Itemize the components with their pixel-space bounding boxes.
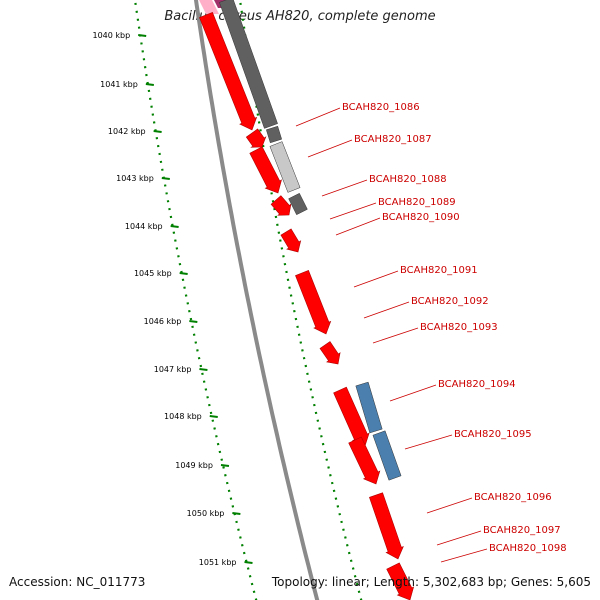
gene-leader-line [363,301,410,319]
cds-arrow [386,562,415,600]
gene-label: BCAH820_1092 [411,296,489,307]
gene-block-dark [219,0,278,129]
gene-leader-line [404,434,453,450]
ruler-label: 1047 kbp [154,365,192,374]
ruler-tick [209,415,218,418]
ruler-tick [138,34,147,37]
ruler-label: 1041 kbp [100,80,138,89]
feature-pink [199,0,219,14]
gene-leader-line [329,202,377,220]
ruler-label: 1049 kbp [175,461,213,470]
gene-leader-line [372,327,419,344]
gene-label: BCAH820_1091 [400,265,478,276]
gene-label: BCAH820_1095 [454,429,532,440]
ruler-label: 1050 kbp [187,509,225,518]
cds-arrow [295,270,332,335]
ruler-tick [153,130,162,133]
ruler-tick [161,177,170,180]
gene-leader-line [353,270,399,288]
gene-leader-line [436,530,482,546]
ruler-label: 1046 kbp [144,317,182,326]
ruler-label: 1048 kbp [164,412,202,421]
gene-label: BCAH820_1087 [354,134,432,145]
gene-leader-line [307,139,353,158]
ruler-tick [199,368,208,371]
ruler-tick [220,464,230,467]
gene-leader-line [389,384,437,402]
gene-label: BCAH820_1086 [342,102,420,113]
gene-block-blue [372,430,402,481]
ruler-label: 1051 kbp [199,558,237,567]
ruler-tick [170,225,179,228]
gene-leader-line [426,497,473,514]
ruler-label: 1040 kbp [92,31,130,40]
ruler-tick [145,83,154,86]
gene-block-dark [288,192,308,216]
gene-label: BCAH820_1098 [489,543,567,554]
gene-leader-line [321,179,368,197]
cds-arrow [199,12,258,131]
cds-arrow [280,228,302,253]
gene-block-blue [355,381,383,434]
ruler-label: 1045 kbp [134,269,172,278]
cds-arrow [319,341,341,365]
cds-arrow [249,146,282,194]
accession-text: Accession: NC_011773 [9,575,146,589]
ruler-tick [232,512,241,515]
ruler-tick [244,561,253,564]
gene-label: BCAH820_1088 [369,174,447,185]
gene-label: BCAH820_1094 [438,379,516,390]
cds-arrow [369,492,404,560]
gene-block-dark [265,125,283,144]
gene-label: BCAH820_1090 [382,212,460,223]
cds-arrow [333,386,370,447]
gene-leader-line [295,107,341,127]
gene-label: BCAH820_1093 [420,322,498,333]
ruler-label: 1043 kbp [116,174,154,183]
ruler-label: 1044 kbp [125,222,163,231]
gene-label: BCAH820_1089 [378,197,456,208]
ruler-label: 1042 kbp [108,127,146,136]
gene-label: BCAH820_1097 [483,525,561,536]
gene-leader-line [440,548,488,563]
gene-label: BCAH820_1096 [474,492,552,503]
cds-arrow [348,436,381,485]
genome-backbone [193,0,320,600]
ruler-tick [179,272,188,275]
cds-arrow [270,195,292,216]
cds-arrow [245,128,267,148]
gene-block-light [269,141,301,193]
gene-leader-line [335,217,381,236]
genome-summary-text: Topology: linear; Length: 5,302,683 bp; … [271,575,591,589]
ruler-tick [189,320,198,323]
